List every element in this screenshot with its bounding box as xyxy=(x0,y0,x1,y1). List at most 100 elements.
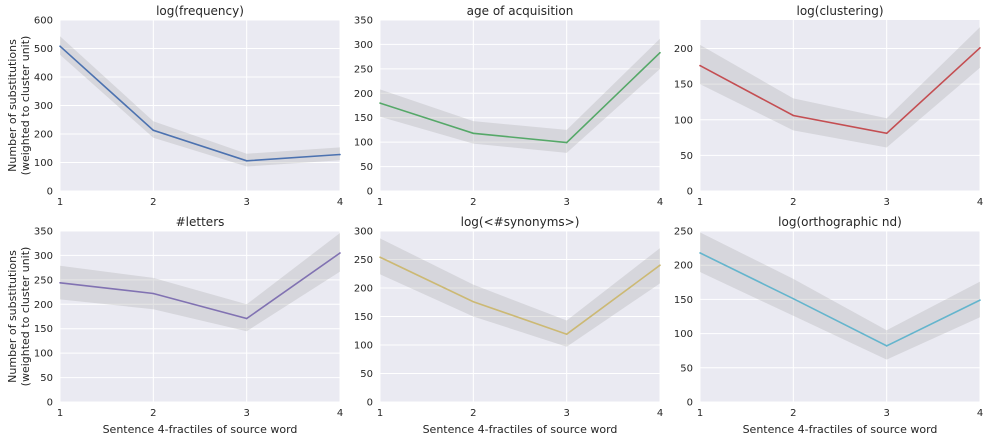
x-tick-label: 2 xyxy=(470,197,476,208)
chart-title: log(orthographic nd) xyxy=(778,215,902,229)
x-tick-label: 1 xyxy=(57,408,63,419)
confidence-band xyxy=(380,238,660,347)
y-tick-label: 150 xyxy=(354,113,373,124)
data-point xyxy=(472,300,475,303)
series-line xyxy=(59,45,341,162)
data-point xyxy=(792,114,795,117)
data-point xyxy=(699,252,701,254)
data-point xyxy=(339,252,341,254)
x-tick-label: 4 xyxy=(977,408,983,419)
data-point xyxy=(885,345,888,347)
y-tick-label: 0 xyxy=(47,398,53,409)
series-line xyxy=(379,52,661,144)
y-tick-label: 0 xyxy=(687,187,693,198)
series-line xyxy=(699,47,981,135)
y-tick-label: 150 xyxy=(674,295,693,306)
confidence-band xyxy=(700,232,980,360)
x-tick-label: 2 xyxy=(790,197,796,208)
x-tick-label: 4 xyxy=(657,408,663,419)
x-tick-label: 1 xyxy=(57,197,63,208)
x-tick-label: 2 xyxy=(150,197,156,208)
y-tick-label: 50 xyxy=(360,162,373,173)
data-point xyxy=(152,129,155,132)
y-tick-label: 400 xyxy=(34,73,53,84)
subplot-3: log(clustering) 0 50 100 150 200 1 2 3 4 xyxy=(674,4,983,208)
data-point xyxy=(245,317,248,320)
data-point xyxy=(59,45,61,48)
y-axis-label: Number of substitutions xyxy=(6,250,19,383)
y-tick-label: 300 xyxy=(354,40,373,51)
y-tick-label: 200 xyxy=(354,89,373,100)
x-tick-label: 4 xyxy=(657,197,663,208)
y-tick-label: 150 xyxy=(354,312,373,323)
subplot-2: age of acquisition 0 50 100 150 200 250 300 350 1… xyxy=(354,4,663,208)
data-point xyxy=(979,299,981,301)
data-point xyxy=(379,102,381,104)
data-point xyxy=(565,141,568,144)
y-axis-label: Number of substitutions xyxy=(6,39,19,172)
x-tick-label: 2 xyxy=(470,408,476,419)
x-tick-label: 3 xyxy=(243,408,249,419)
data-point xyxy=(792,297,795,300)
chart-title: age of acquisition xyxy=(467,4,574,18)
x-tick-label: 3 xyxy=(563,408,569,419)
y-tick-label: 300 xyxy=(354,227,373,238)
y-tick-label: 200 xyxy=(34,130,53,141)
series-line xyxy=(379,256,661,336)
y-tick-label: 600 xyxy=(34,16,53,27)
plot-background xyxy=(380,20,660,191)
y-tick-label: 250 xyxy=(354,64,373,75)
y-tick-label: 50 xyxy=(360,369,373,380)
y-axis-label-line2: (weighted to cluster unit) xyxy=(19,247,32,387)
plot-background xyxy=(60,231,340,402)
data-point xyxy=(379,256,381,259)
y-tick-label: 50 xyxy=(40,373,53,384)
data-point xyxy=(979,46,981,49)
x-axis-label: Sentence 4-fractiles of source word xyxy=(423,423,618,436)
y-tick-label: 150 xyxy=(34,324,53,335)
data-point xyxy=(659,51,661,54)
y-tick-label: 0 xyxy=(47,187,53,198)
y-tick-label: 300 xyxy=(34,251,53,262)
chart-title: log(clustering) xyxy=(796,4,883,18)
y-tick-label: 100 xyxy=(354,138,373,149)
chart-title: #letters xyxy=(176,215,225,229)
y-tick-label: 300 xyxy=(34,101,53,112)
chart-title: log(frequency) xyxy=(156,4,244,18)
subplot-1: log(frequency) 0 100 200 300 400 500 600 1 2 3 4 Num… xyxy=(6,4,343,208)
y-tick-label: 200 xyxy=(674,44,693,55)
y-tick-label: 100 xyxy=(674,329,693,340)
x-tick-label: 4 xyxy=(977,197,983,208)
x-tick-label: 4 xyxy=(337,408,343,419)
data-point xyxy=(59,281,61,284)
y-tick-label: 200 xyxy=(34,300,53,311)
confidence-band xyxy=(700,27,980,148)
y-tick-label: 350 xyxy=(354,16,373,27)
plot-background xyxy=(700,20,980,191)
series-line xyxy=(699,252,981,347)
y-tick-label: 100 xyxy=(34,349,53,360)
data-point xyxy=(152,292,155,295)
y-tick-label: 150 xyxy=(674,80,693,91)
data-point xyxy=(339,153,341,156)
y-tick-label: 50 xyxy=(680,151,693,162)
x-tick-label: 3 xyxy=(883,408,889,419)
x-tick-label: 3 xyxy=(883,197,889,208)
y-tick-label: 100 xyxy=(354,341,373,352)
subplot-6: log(orthographic nd) 0 50 100 150 200 250 1 2 3 4 S… xyxy=(674,215,983,436)
x-tick-label: 2 xyxy=(150,408,156,419)
data-point xyxy=(659,264,661,267)
y-tick-label: 0 xyxy=(367,187,373,198)
confidence-band xyxy=(60,233,340,332)
y-tick-label: 200 xyxy=(674,261,693,272)
series-line xyxy=(59,252,341,320)
x-tick-label: 2 xyxy=(790,408,796,419)
y-tick-label: 200 xyxy=(354,284,373,295)
x-axis-label: Sentence 4-fractiles of source word xyxy=(743,423,938,436)
subplot-4: #letters 0 50 100 150 200 250 300 350 1 2 3 4 Sentenc… xyxy=(6,215,343,436)
x-tick-label: 4 xyxy=(337,197,343,208)
data-point xyxy=(472,132,475,135)
y-tick-label: 250 xyxy=(674,227,693,238)
y-tick-label: 350 xyxy=(34,227,53,238)
